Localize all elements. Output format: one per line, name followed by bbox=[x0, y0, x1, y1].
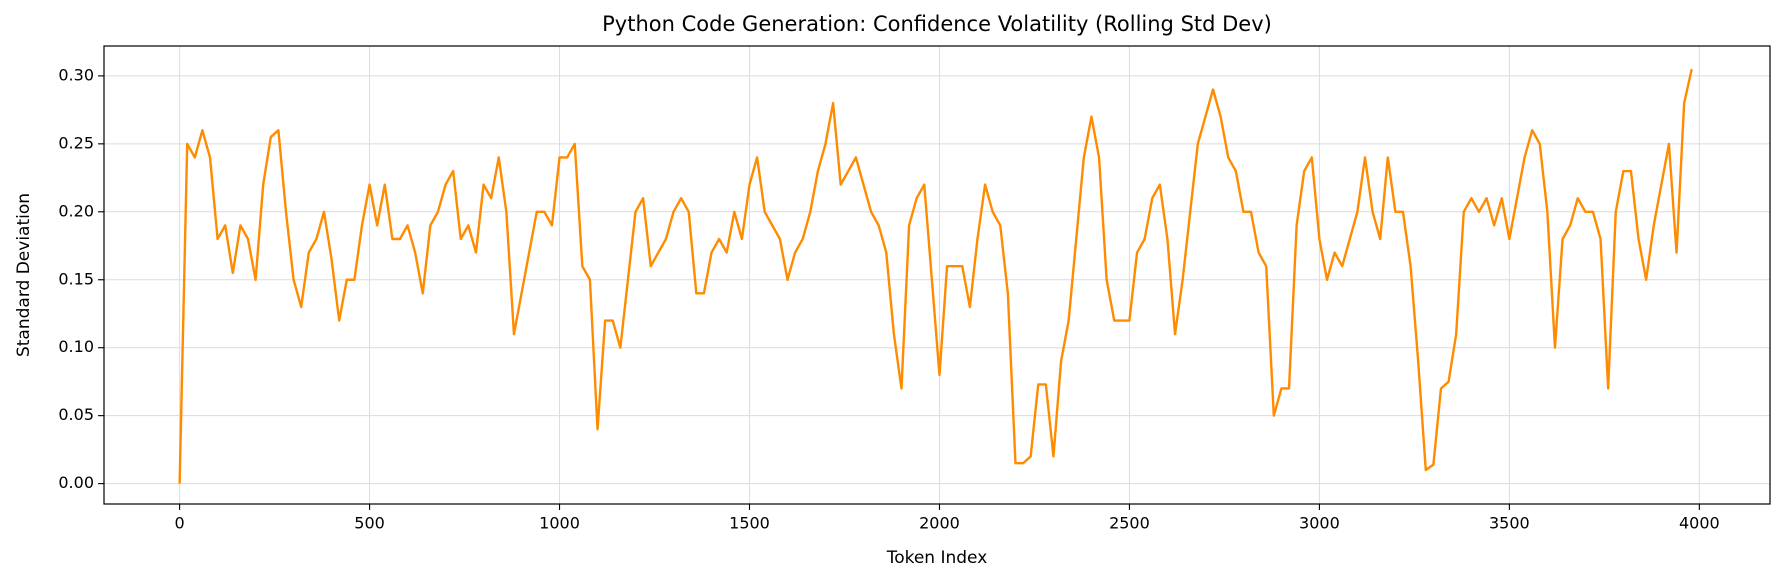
y-tick-label: 0.30 bbox=[58, 65, 94, 84]
y-tick-label: 0.05 bbox=[58, 405, 94, 424]
y-tick-label: 0.25 bbox=[58, 133, 94, 152]
x-tick-label: 2500 bbox=[1109, 514, 1150, 533]
x-axis-label: Token Index bbox=[886, 548, 988, 568]
data-line bbox=[178, 68, 1693, 484]
y-axis-label: Standard Deviation bbox=[14, 193, 34, 357]
x-tick-label: 500 bbox=[354, 514, 385, 533]
plot-frame bbox=[103, 45, 1771, 505]
x-tick-label: 0 bbox=[175, 514, 185, 533]
y-tick-label: 0.20 bbox=[58, 201, 94, 220]
y-tick-label: 0.10 bbox=[58, 337, 94, 356]
x-tick-label: 3000 bbox=[1299, 514, 1340, 533]
x-tick-label: 2000 bbox=[919, 514, 960, 533]
x-tick-label: 4000 bbox=[1679, 514, 1720, 533]
y-tick-label: 0.00 bbox=[58, 473, 94, 492]
x-tick-label: 1500 bbox=[729, 514, 770, 533]
x-tick-label: 3500 bbox=[1489, 514, 1530, 533]
chart-title: Python Code Generation: Confidence Volat… bbox=[602, 12, 1272, 36]
x-tick-label: 1000 bbox=[539, 514, 580, 533]
y-tick-label: 0.15 bbox=[58, 269, 94, 288]
